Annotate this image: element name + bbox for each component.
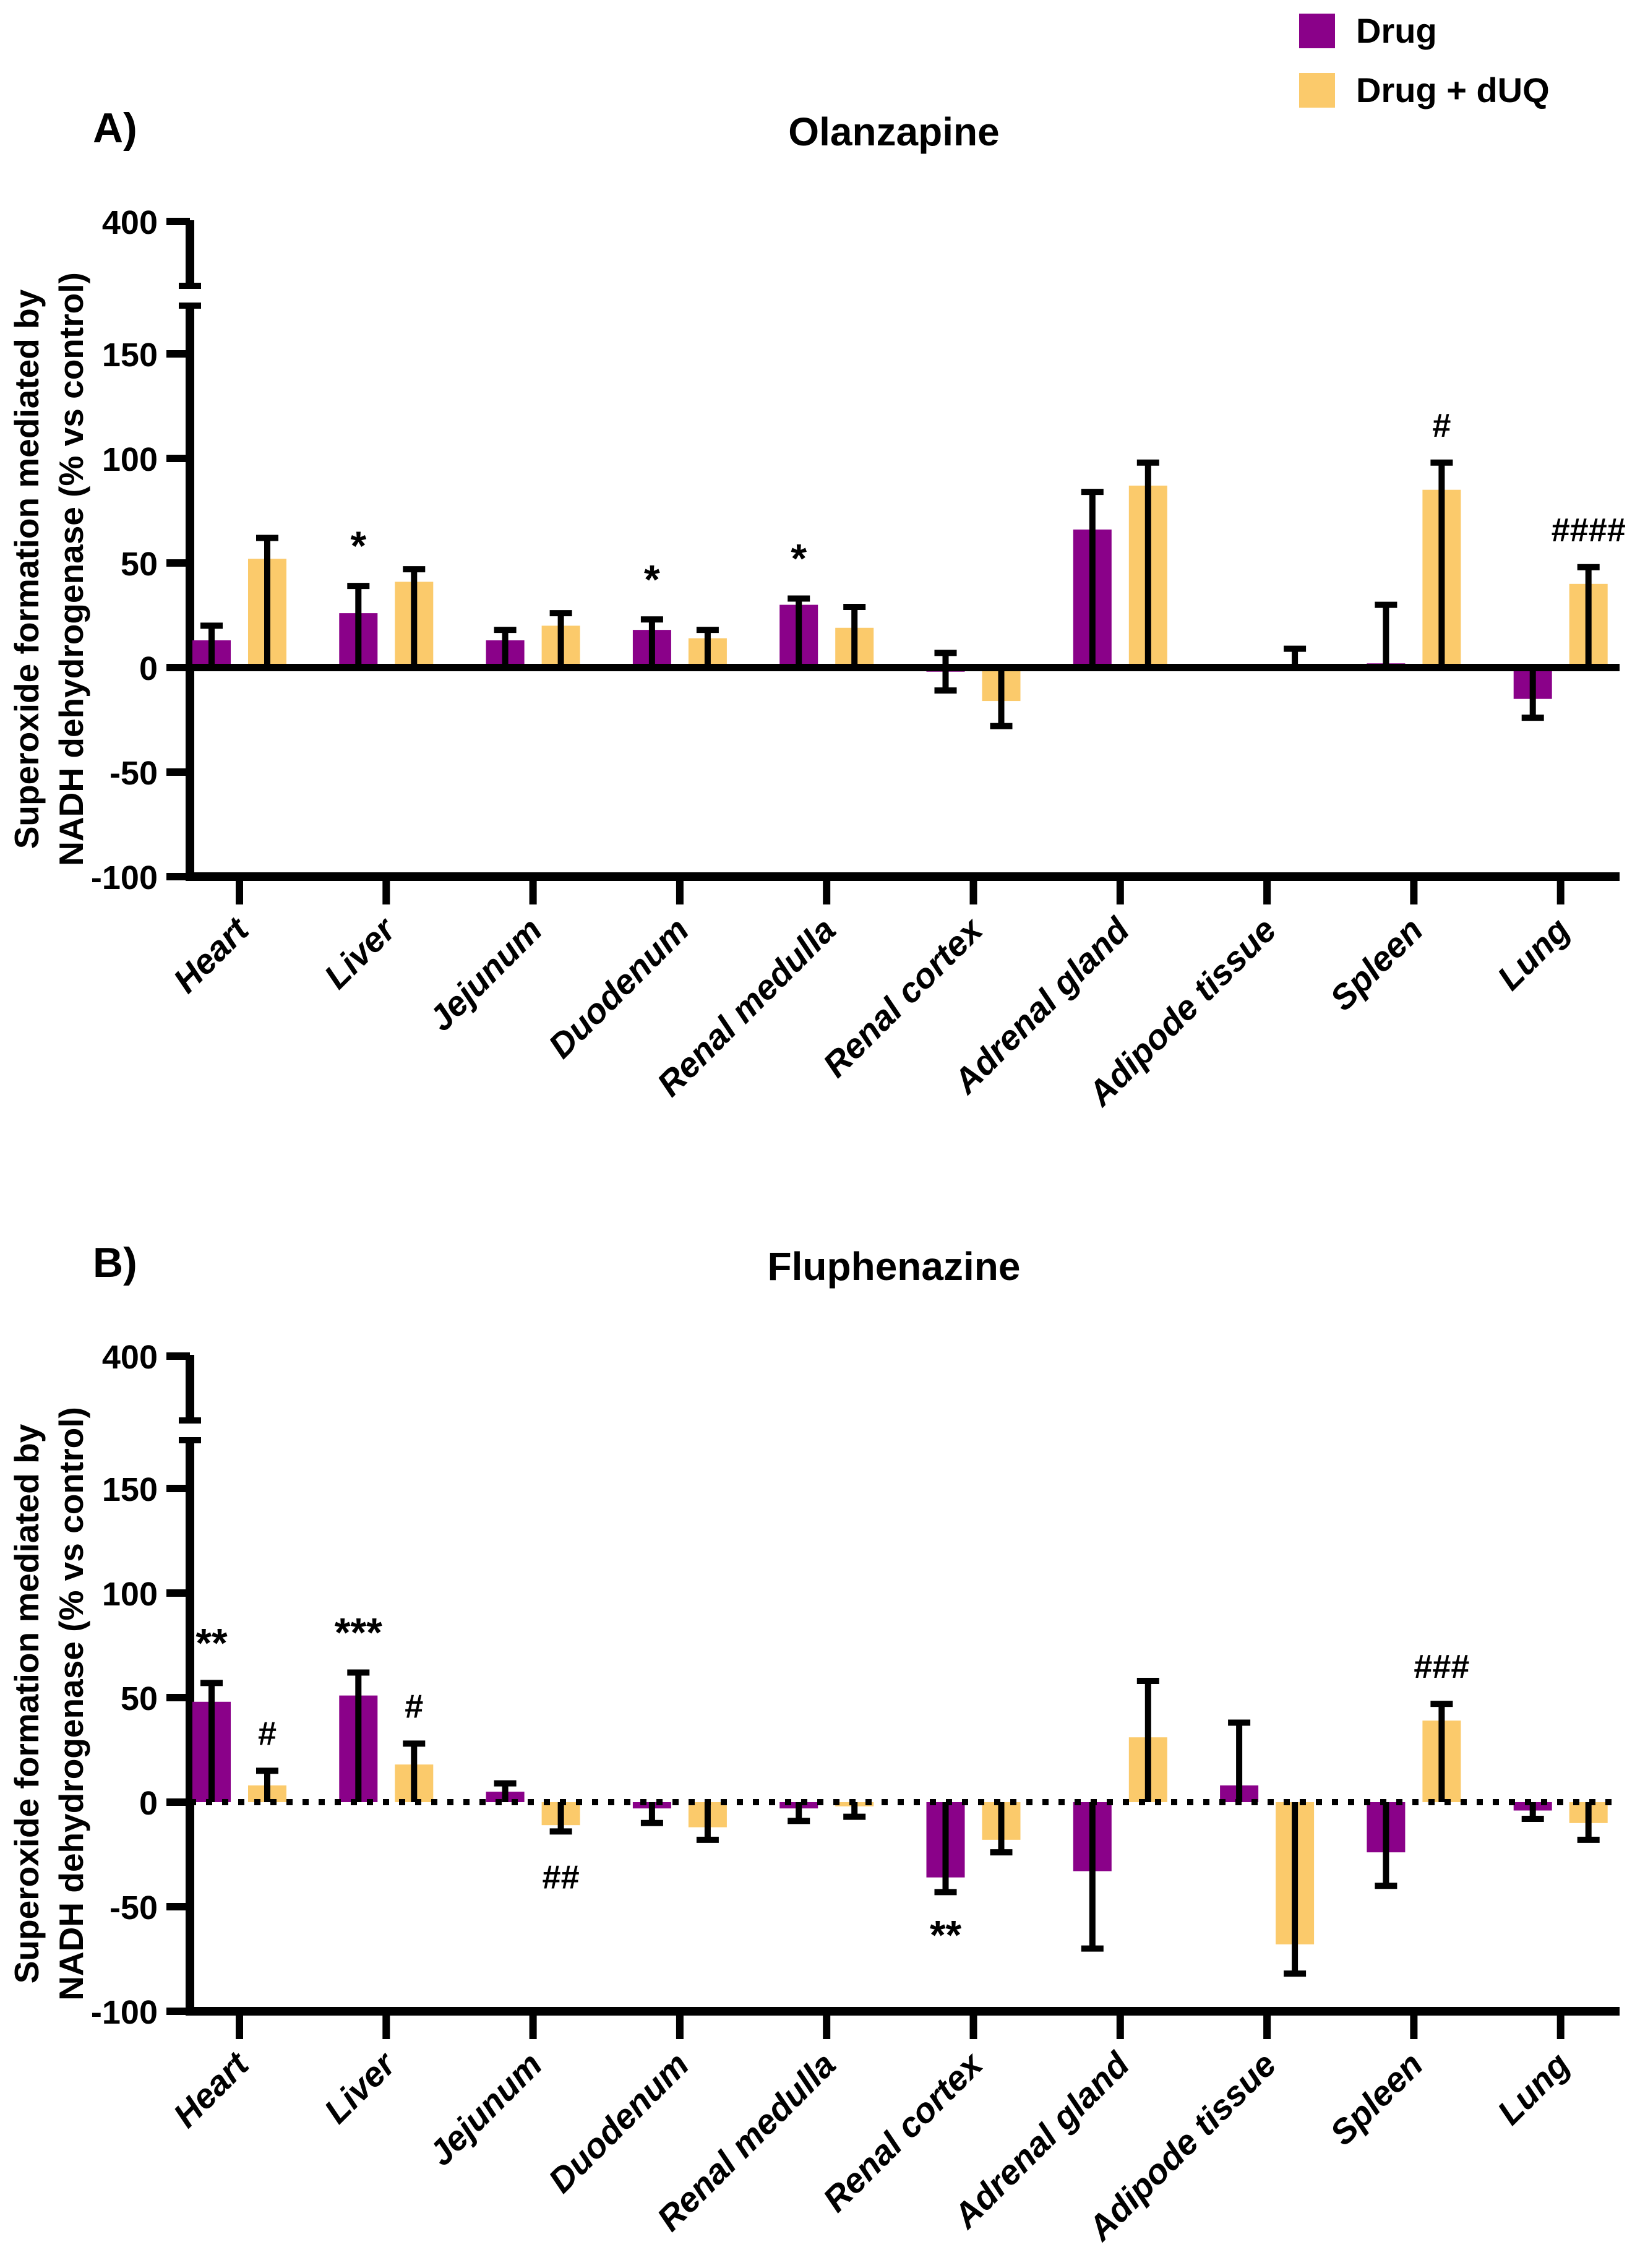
y-tick-label: 150 bbox=[102, 1471, 158, 1508]
x-category-label: Lung bbox=[1490, 910, 1577, 997]
panel-label-olanzapine: A) bbox=[93, 105, 137, 152]
y-axis-label-line1-olanzapine: Superoxide formation mediated by bbox=[7, 289, 46, 849]
legend-swatch-drug bbox=[1299, 14, 1335, 48]
x-category-label: Lung bbox=[1490, 2045, 1577, 2132]
significance-annotation-hashhashhash: ### bbox=[1414, 1648, 1469, 1685]
y-tick-label: -50 bbox=[109, 1889, 158, 1927]
x-category-label: Spleen bbox=[1322, 2045, 1430, 2152]
significance-annotation-hashhash: ## bbox=[543, 1858, 580, 1896]
y-tick-label: -100 bbox=[91, 859, 158, 896]
y-tick-label-400: 400 bbox=[102, 204, 158, 241]
x-category-label: Jejunum bbox=[421, 2045, 549, 2173]
x-category-label: Spleen bbox=[1322, 910, 1430, 1018]
y-tick-label: 0 bbox=[139, 1785, 158, 1822]
legend-swatch-drug-duq bbox=[1299, 73, 1335, 108]
y-axis-label-line2-olanzapine: NADH dehydrogenase (% vs control) bbox=[52, 272, 90, 866]
x-category-label: Jejunum bbox=[421, 910, 549, 1038]
significance-annotation-starstar: ** bbox=[930, 1912, 962, 1957]
y-tick-label: -100 bbox=[91, 1994, 158, 2031]
y-tick-label: 150 bbox=[102, 337, 158, 374]
x-category-label: Duodenum bbox=[541, 2045, 696, 2200]
legend-label-drug-duq: Drug + dUQ bbox=[1356, 71, 1550, 110]
legend-item-drug-duq: Drug + dUQ bbox=[1299, 73, 1621, 108]
y-tick-label: -50 bbox=[109, 755, 158, 792]
y-tick-label: 100 bbox=[102, 1576, 158, 1613]
significance-annotation-star: * bbox=[791, 535, 807, 581]
significance-annotation-starstar: ** bbox=[195, 1620, 228, 1665]
panel-title-olanzapine: Olanzapine bbox=[788, 110, 999, 154]
x-category-label: Duodenum bbox=[541, 910, 696, 1065]
significance-annotation-hash: # bbox=[405, 1688, 423, 1725]
x-category-label: Liver bbox=[317, 2043, 404, 2131]
y-axis-label-line1-fluphenazine: Superoxide formation mediated by bbox=[7, 1424, 46, 1983]
significance-annotation-hashhashhashhash: #### bbox=[1552, 512, 1626, 549]
y-tick-label: 50 bbox=[121, 1680, 158, 1717]
y-axis-label-line2-fluphenazine: NADH dehydrogenase (% vs control) bbox=[52, 1407, 90, 2001]
panel-title-fluphenazine: Fluphenazine bbox=[768, 1244, 1021, 1289]
chart-legend: Drug Drug + dUQ bbox=[1299, 14, 1621, 132]
x-category-label: Heart bbox=[166, 909, 257, 1000]
significance-annotation-hash: # bbox=[258, 1715, 277, 1752]
y-tick-label-400: 400 bbox=[102, 1339, 158, 1376]
panel-label-fluphenazine: B) bbox=[93, 1239, 137, 1286]
y-tick-label: 100 bbox=[102, 441, 158, 478]
y-tick-label: 50 bbox=[121, 546, 158, 583]
significance-annotation-starstarstar: *** bbox=[335, 1609, 382, 1655]
x-category-label: Heart bbox=[166, 2043, 257, 2134]
significance-annotation-star: * bbox=[644, 556, 660, 602]
y-tick-label: 0 bbox=[139, 650, 158, 687]
significance-annotation-hash: # bbox=[1432, 407, 1451, 444]
legend-item-drug: Drug bbox=[1299, 14, 1621, 48]
x-category-label: Liver bbox=[317, 909, 404, 996]
significance-annotation-star: * bbox=[350, 523, 366, 569]
legend-label-drug: Drug bbox=[1356, 11, 1437, 50]
